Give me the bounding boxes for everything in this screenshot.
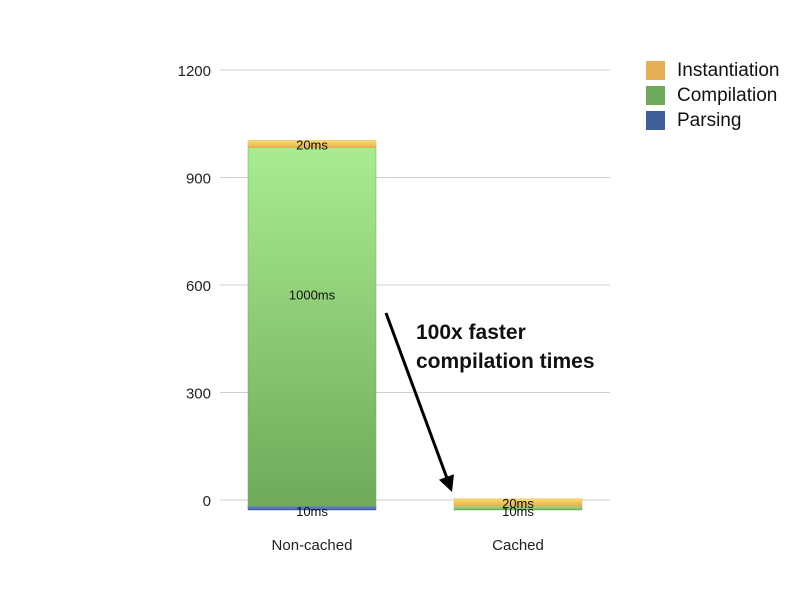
legend-label-instantiation: Instantiation xyxy=(677,59,780,81)
data-label: 10ms xyxy=(296,504,328,519)
y-tick-label: 900 xyxy=(186,171,211,188)
legend-item-parsing: Parsing xyxy=(646,108,779,133)
y-tick-label: 600 xyxy=(186,278,211,295)
legend-label-parsing: Parsing xyxy=(677,109,742,131)
bar-compilation-noncached xyxy=(247,147,377,507)
y-tick-label: 300 xyxy=(186,386,211,403)
legend-swatch-instantiation xyxy=(646,61,665,80)
x-tick-label: Non-cached xyxy=(272,537,353,554)
data-label: 1000ms xyxy=(289,287,336,302)
annotation: 100x faster compilation times xyxy=(416,318,595,376)
bar-instantiation-cached xyxy=(453,498,583,507)
legend-item-instantiation: Instantiation xyxy=(646,58,779,83)
legend-swatch-parsing xyxy=(646,111,665,130)
x-tick-label: Cached xyxy=(492,537,544,554)
legend: Instantiation Compilation Parsing xyxy=(646,58,779,133)
annotation-arrow-line xyxy=(384,312,450,482)
legend-item-compilation: Compilation xyxy=(646,83,779,108)
annotation-line-1: 100x faster xyxy=(416,321,526,344)
data-label: 10ms xyxy=(502,504,534,519)
bar-instantiation-noncached xyxy=(247,140,377,148)
legend-swatch-compilation xyxy=(646,86,665,105)
data-label: 20ms xyxy=(296,138,328,153)
legend-label-compilation: Compilation xyxy=(677,84,778,106)
y-tick-label: 0 xyxy=(203,493,211,510)
y-tick-label: 1200 xyxy=(178,63,211,80)
data-label: 20ms xyxy=(502,496,534,511)
annotation-arrow-head xyxy=(438,474,454,492)
annotation-line-2: compilation times xyxy=(416,350,595,373)
